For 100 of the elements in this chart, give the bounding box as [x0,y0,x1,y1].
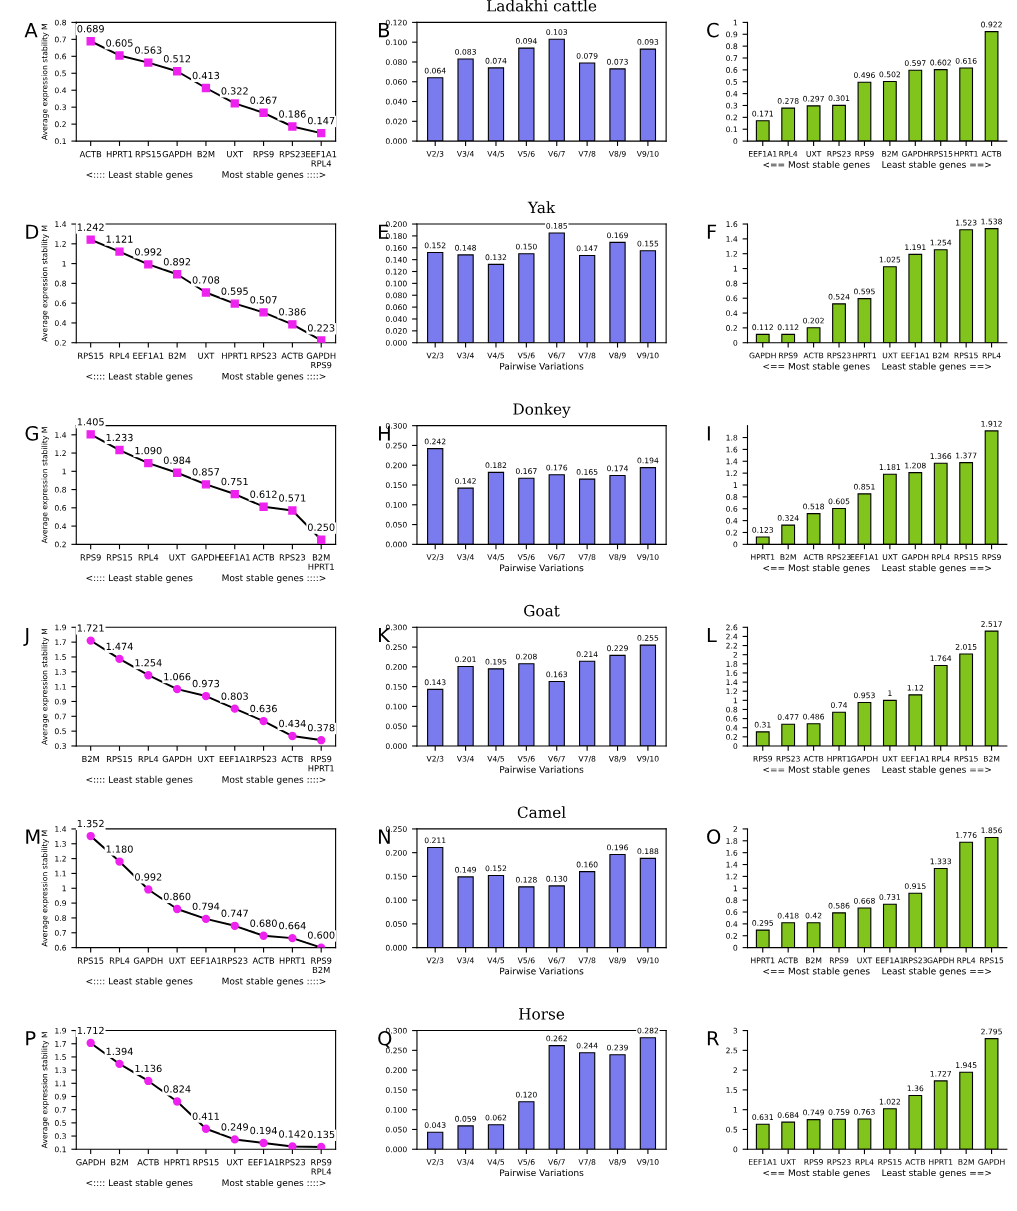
x-tick-label: EEF1A1 [219,554,250,561]
point [201,914,211,923]
data-label: 0.595 [221,287,248,295]
data-label: 1.121 [106,235,133,243]
point [259,308,268,317]
point [201,691,211,701]
point [259,716,268,726]
data-label: 0.708 [192,276,220,284]
data-label: 0.680 [250,919,277,927]
point [86,37,95,46]
x-axis-title: <:::: Least stable genes Most stable genes ::::> [86,372,326,382]
data-label: 1.066 [164,672,191,681]
data-label: 1.090 [135,446,162,455]
x-tick-label: RPS23 [251,755,277,763]
point [201,480,211,489]
x-axis-title: <:::: Least stable genes Most stable genes ::::> [86,170,326,180]
x-tick-label: RPS9 HPRT1 [308,755,334,772]
data-label: 1.394 [106,1047,133,1056]
x-tick-label: RPS15 [78,352,104,359]
data-label: 0.892 [163,258,191,266]
x-tick-label: GAPDH RPS9 [306,352,336,369]
x-tick-label: GAPDH [162,150,192,158]
point [201,288,211,297]
data-label: 0.194 [250,1126,277,1135]
point [144,885,153,894]
point [317,736,326,745]
x-tick-label: UXT [227,1159,244,1166]
x-tick-label: RPS9 RPL4 [311,1159,332,1175]
x-tick-label: RPS23 [279,1159,306,1166]
point [288,320,297,329]
x-tick-label: ACTB [252,554,275,561]
chart-title: Donkey [513,402,571,418]
x-tick-label: EEF1A1 [219,755,250,763]
point [86,235,95,244]
text: R [707,1031,719,1046]
data-label: 0.747 [221,909,248,917]
data-label: 0.612 [250,490,277,498]
point [86,1038,95,1048]
x-tick-label: HPRT1 [106,151,133,158]
x-tick-label: RPL4 [109,352,130,359]
point [144,260,153,269]
x-axis-title: <== Most stable genes Least stable genes ==> [763,564,991,573]
data-label: 1.136 [135,1064,162,1073]
x-tick-label: RPS15 [135,150,161,158]
point [230,921,239,930]
x-tick-label: HPRT1 [279,957,306,964]
x-axis-title: <:::: Least stable genes Most stable genes ::::> [86,574,326,583]
x-axis-title: Pairwise Variations [500,1169,584,1177]
data-label: 1.474 [106,642,133,650]
data-label: 0.794 [192,902,220,910]
data-label: 1.721 [77,624,104,632]
data-label: 0.135 [307,1130,335,1139]
x-tick-label: B2M [197,150,215,158]
data-label: 0.751 [221,477,248,486]
point [86,636,95,645]
data-label: 0.689 [77,25,104,33]
point [144,1076,153,1086]
text: I [707,426,710,441]
x-tick-label: RPS23 [279,554,306,561]
data-label: 0.147 [307,116,335,125]
x-tick-label: RPL4 [138,755,159,763]
text: O [707,829,721,844]
x-tick-label: GAPDH [162,755,192,763]
x-tick-label: ACTB [79,150,102,158]
data-label: 0.636 [250,704,277,713]
text: G [25,426,38,441]
point [115,857,124,866]
data-label: 0.411 [192,1112,219,1120]
text: P [26,1031,36,1046]
point [317,535,326,544]
x-tick-label: GAPDH [191,554,221,561]
x-tick-label: B2M HPRT1 [308,554,334,570]
point [288,1142,297,1150]
chart-title: Yak [527,201,556,214]
data-label: 0.992 [135,873,162,881]
point [288,506,297,515]
point [172,67,182,76]
point [115,51,124,60]
x-tick-label: ACTB [137,1159,159,1166]
x-tick-label: HPRT1 [164,1159,190,1166]
data-label: 1.712 [77,1026,104,1034]
data-label: 0.223 [307,324,335,332]
text: L [707,627,717,643]
x-tick-label: RPS23 [279,150,306,158]
x-tick-label: B2M [168,352,186,359]
point [144,671,153,680]
point [288,933,297,943]
x-axis-title: <:::: Least stable genes Most stable genes ::::> [86,775,326,785]
point [115,654,124,664]
text: D [26,224,39,239]
x-tick-label: RPS9 [253,150,274,158]
data-label: 0.250 [307,523,335,531]
text: M [26,829,40,844]
x-tick-label: ACTB [281,352,303,359]
point [172,684,182,694]
data-label: 0.857 [192,468,220,476]
data-label: 1.352 [77,819,104,828]
x-axis-title: <:::: Least stable genes Most stable genes ::::> [86,977,326,987]
data-label: 1.242 [77,223,104,231]
point [230,489,239,499]
